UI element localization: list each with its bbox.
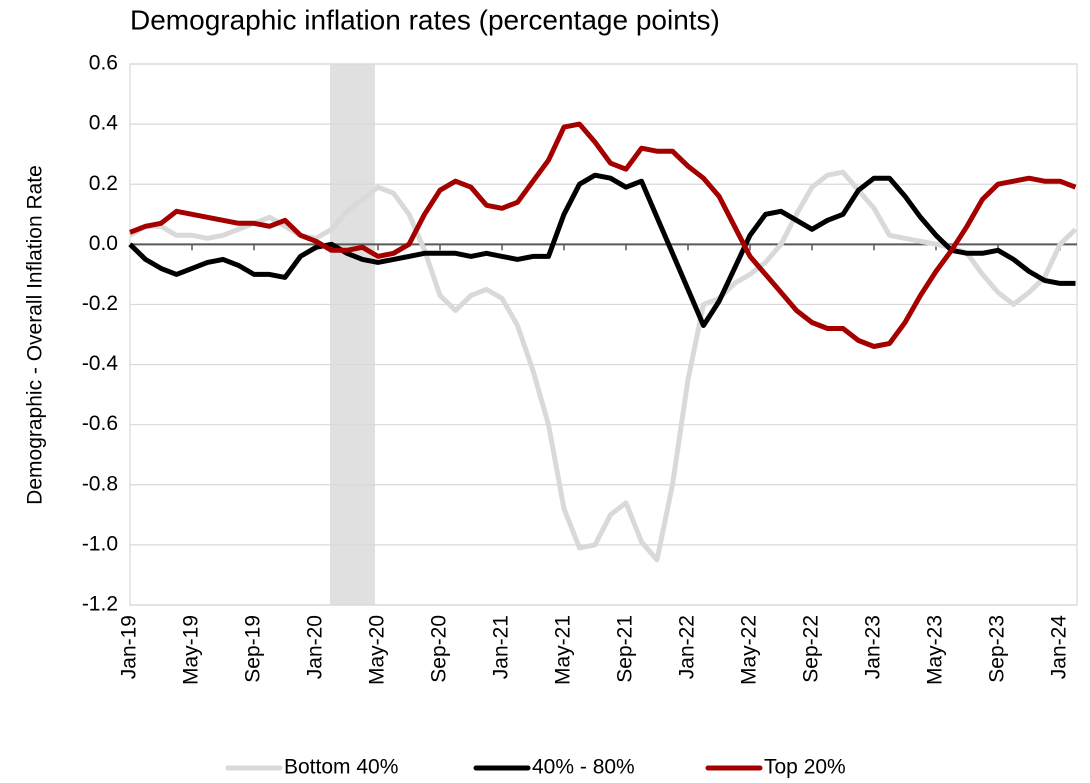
x-tick-label: Jan-21 [490,615,513,679]
x-tick-label: Jan-24 [1048,615,1071,680]
y-tick-label: 0.4 [89,112,119,135]
chart-title: Demographic inflation rates (percentage … [130,4,720,35]
plot-border [129,63,1078,606]
y-axis-label: Demographic - Overall Inflation Rate [24,165,47,505]
x-tick-label: Jan-23 [862,615,885,679]
x-tick-label: May-19 [180,615,203,685]
legend-label: Bottom 40% [284,756,398,779]
x-tick-label: May-20 [366,615,389,685]
shaded-period [330,64,375,605]
legend-label: 40% - 80% [532,756,635,779]
x-tick-label: May-21 [552,615,575,685]
x-tick-label: Sep-20 [428,615,451,683]
series-line [128,169,1078,563]
y-tick-label: 0.6 [89,52,118,75]
x-tick-label: Jan-19 [118,615,141,679]
series-line [128,172,1076,328]
x-tick-label: Sep-23 [986,615,1009,683]
series-line [129,121,1077,349]
x-tick-label: Jan-22 [676,615,699,679]
y-tick-label: -0.2 [82,292,118,315]
y-tick-label: -0.4 [82,352,119,375]
y-tick-label: 0.0 [89,232,118,255]
legend-label: Top 20% [764,756,846,779]
y-tick-label: -1.0 [82,532,118,555]
y-tick-label: -0.8 [82,472,118,495]
x-tick-label: Sep-21 [614,615,637,683]
x-tick-label: Sep-22 [800,615,823,683]
x-tick-label: Sep-19 [242,615,265,683]
x-tick-label: May-23 [924,615,947,685]
y-tick-label: 0.2 [89,172,118,195]
x-tick-label: May-22 [738,615,761,685]
x-tick-label: Jan-20 [304,615,327,679]
y-tick-label: -0.6 [82,412,118,435]
y-tick-label: -1.2 [82,593,118,616]
